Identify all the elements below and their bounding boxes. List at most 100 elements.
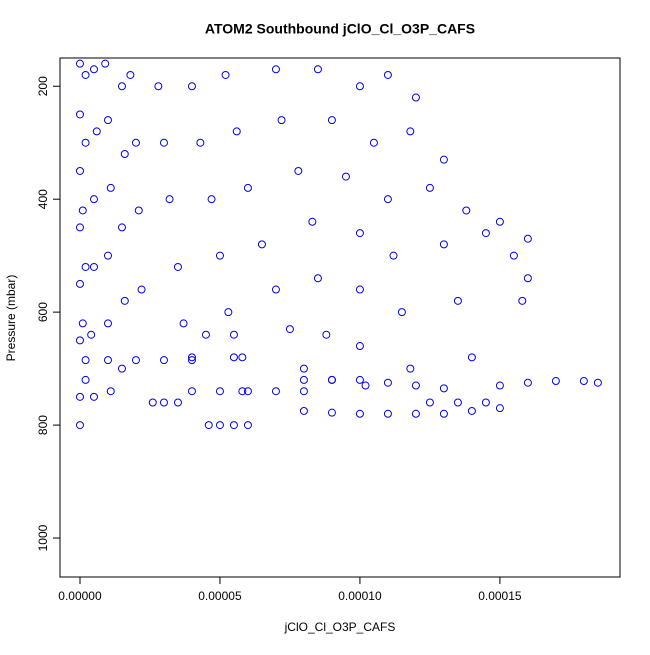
point xyxy=(120,296,129,305)
point xyxy=(495,404,504,413)
point xyxy=(117,364,126,373)
x-axis-label: jClO_Cl_O3P_CAFS xyxy=(284,620,396,634)
point xyxy=(196,138,205,147)
point xyxy=(327,408,336,417)
point xyxy=(229,421,238,430)
point xyxy=(355,229,364,238)
point xyxy=(481,229,490,238)
x-tick-label: 0.00005 xyxy=(198,589,242,603)
point xyxy=(243,183,252,192)
point xyxy=(78,319,87,328)
point xyxy=(173,398,182,407)
point xyxy=(579,377,588,386)
x-tick-label: 0.00015 xyxy=(478,589,522,603)
point xyxy=(103,319,112,328)
point xyxy=(425,183,434,192)
point xyxy=(103,116,112,125)
point xyxy=(120,150,129,159)
point xyxy=(75,166,84,175)
point xyxy=(453,398,462,407)
point xyxy=(154,82,163,91)
y-tick-label: 800 xyxy=(36,415,50,435)
point xyxy=(313,65,322,74)
point xyxy=(103,251,112,260)
point xyxy=(224,308,233,317)
point xyxy=(453,296,462,305)
point xyxy=(117,223,126,232)
point xyxy=(78,206,87,215)
point xyxy=(126,70,135,79)
y-tick-label: 600 xyxy=(36,302,50,322)
point xyxy=(165,195,174,204)
point xyxy=(509,251,518,260)
x-tick-label: 0.00000 xyxy=(58,589,102,603)
point xyxy=(299,375,308,384)
point xyxy=(406,364,415,373)
point xyxy=(134,206,143,215)
point xyxy=(355,409,364,418)
point xyxy=(81,262,90,271)
point xyxy=(243,387,252,396)
point xyxy=(187,82,196,91)
point xyxy=(361,381,370,390)
point xyxy=(439,409,448,418)
point xyxy=(75,279,84,288)
chart-title: ATOM2 Southbound jClO_Cl_O3P_CAFS xyxy=(205,21,475,37)
point xyxy=(308,217,317,226)
point xyxy=(523,234,532,243)
point xyxy=(313,274,322,283)
point xyxy=(481,398,490,407)
point xyxy=(101,59,110,68)
point xyxy=(389,251,398,260)
point xyxy=(232,127,241,136)
point xyxy=(383,195,392,204)
point xyxy=(397,308,406,317)
point xyxy=(229,353,238,362)
point xyxy=(131,138,140,147)
point xyxy=(327,375,336,384)
point xyxy=(462,206,471,215)
point xyxy=(81,356,90,365)
point xyxy=(207,195,216,204)
point xyxy=(271,65,280,74)
point xyxy=(355,82,364,91)
point xyxy=(89,65,98,74)
point xyxy=(238,387,247,396)
point xyxy=(238,353,247,362)
point xyxy=(294,166,303,175)
point xyxy=(229,330,238,339)
point xyxy=(92,127,101,136)
point xyxy=(369,138,378,147)
point xyxy=(187,353,196,362)
point xyxy=(299,364,308,373)
point xyxy=(523,274,532,283)
point xyxy=(271,285,280,294)
point xyxy=(551,377,560,386)
y-tick-label: 400 xyxy=(36,189,50,209)
point xyxy=(81,70,90,79)
point xyxy=(173,262,182,271)
point xyxy=(383,378,392,387)
point xyxy=(187,356,196,365)
point xyxy=(518,296,527,305)
point xyxy=(87,330,96,339)
point xyxy=(285,325,294,334)
point xyxy=(81,375,90,384)
point xyxy=(355,375,364,384)
point xyxy=(411,409,420,418)
point xyxy=(411,93,420,102)
point xyxy=(243,421,252,430)
point xyxy=(75,336,84,345)
point xyxy=(383,409,392,418)
point xyxy=(75,59,84,68)
point xyxy=(201,330,210,339)
point xyxy=(439,384,448,393)
point xyxy=(221,70,230,79)
point xyxy=(299,387,308,396)
y-tick-label: 200 xyxy=(36,76,50,96)
point xyxy=(439,240,448,249)
point xyxy=(495,381,504,390)
point xyxy=(439,155,448,164)
